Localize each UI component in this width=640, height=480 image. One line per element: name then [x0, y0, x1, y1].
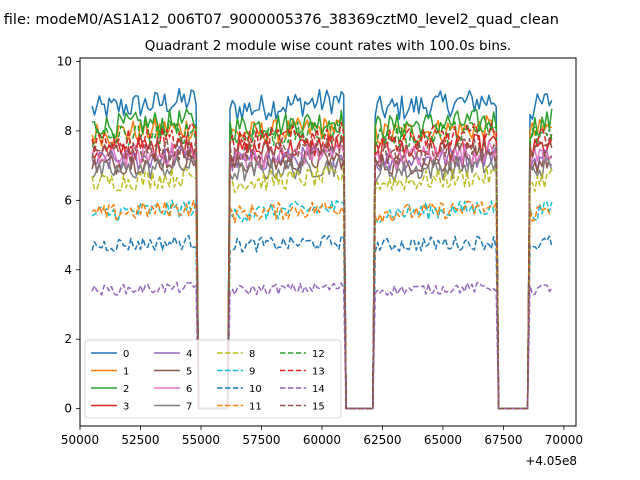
plot-area: [79, 57, 577, 427]
series-layer: [91, 87, 553, 410]
x-tick-label: 67500: [484, 433, 522, 447]
y-tick-label: 8: [64, 124, 72, 138]
y-tick-label: 0: [64, 402, 72, 416]
x-tick-label: 50000: [61, 433, 99, 447]
legend-label-0: 0: [123, 349, 129, 360]
x-axis: 50000 52500 55000 57500 60000 62500 65000 67500…: [61, 426, 583, 447]
figure-suptitle: n file: modeM0/AS1A12_006T07_9000005376_…: [0, 12, 559, 28]
series-line-1: [91, 115, 552, 410]
y-tick-label: 4: [64, 263, 72, 277]
legend-label-3: 3: [123, 402, 129, 413]
legend-label-14: 14: [312, 384, 325, 395]
chart-title: Quadrant 2 module wise count rates with …: [145, 38, 511, 54]
x-tick-label: 60000: [303, 433, 341, 447]
legend-label-10: 10: [249, 384, 262, 395]
x-offset-label: +4.05e8: [525, 454, 577, 468]
legend-box: [84, 339, 342, 419]
legend-label-5: 5: [186, 367, 192, 378]
series-line-6: [91, 141, 553, 410]
y-tick-label: 6: [64, 193, 72, 207]
x-tick-label: 55000: [182, 433, 220, 447]
series-line-14: [91, 281, 553, 410]
x-tick-label: 70000: [545, 433, 583, 447]
legend-label-2: 2: [123, 384, 129, 395]
legend-label-9: 9: [249, 367, 255, 378]
y-axis: 0 2 4 6 8 10: [57, 54, 80, 416]
series-line-10: [91, 234, 553, 410]
x-tick-label: 52500: [121, 433, 159, 447]
series-line-12: [91, 120, 553, 410]
x-tick-label: 57500: [242, 433, 280, 447]
legend-label-12: 12: [312, 349, 325, 360]
y-tick-label: 10: [57, 54, 72, 68]
axes-frame: [79, 57, 577, 427]
series-line-2: [91, 108, 553, 410]
x-tick-label: 65000: [424, 433, 462, 447]
y-tick-label: 2: [64, 332, 72, 346]
series-line-7: [91, 155, 553, 410]
series-line-11: [91, 199, 553, 410]
series-line-15: [91, 136, 553, 410]
legend-label-15: 15: [312, 402, 325, 413]
legend-label-6: 6: [186, 384, 192, 395]
legend-label-8: 8: [249, 349, 255, 360]
legend-label-11: 11: [249, 402, 262, 413]
legend-label-7: 7: [186, 402, 192, 413]
legend-label-1: 1: [123, 367, 129, 378]
series-line-8: [91, 165, 553, 410]
series-line-5: [91, 148, 553, 410]
legend-label-4: 4: [186, 349, 192, 360]
x-tick-label: 62500: [363, 433, 401, 447]
legend-label-13: 13: [312, 367, 325, 378]
